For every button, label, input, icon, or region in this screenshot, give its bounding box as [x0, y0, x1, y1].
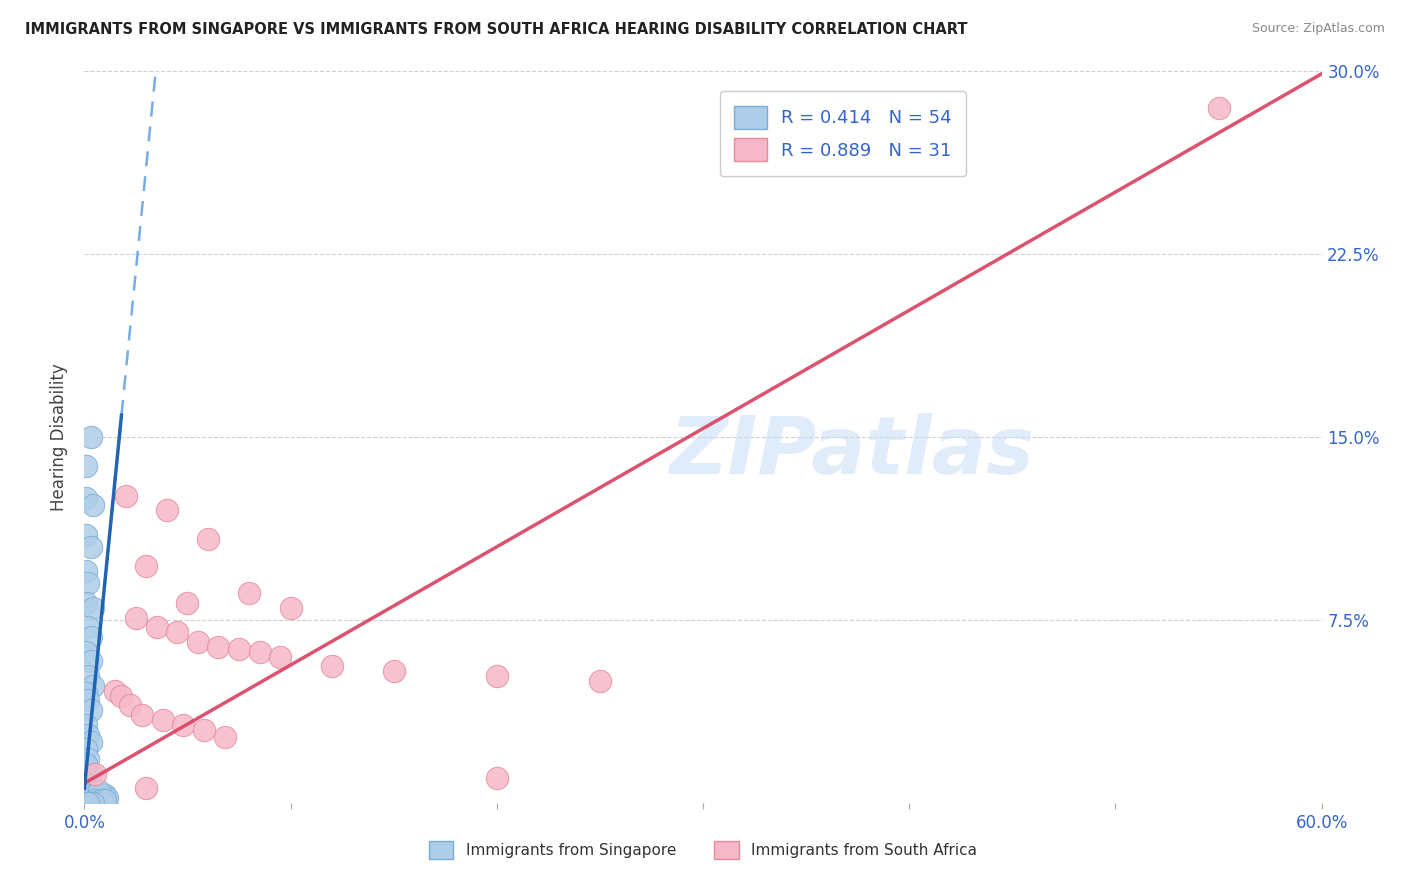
Point — [73, 793, 96, 807]
Point — [82, 793, 104, 807]
Point — [485, 772, 508, 786]
Point — [152, 713, 174, 727]
Point — [77, 620, 100, 634]
Point — [172, 718, 194, 732]
Point — [1208, 101, 1230, 115]
Point — [83, 793, 105, 807]
Point — [187, 635, 209, 649]
Y-axis label: Hearing Disability: Hearing Disability — [51, 363, 69, 511]
Point — [79, 540, 101, 554]
Point — [114, 489, 136, 503]
Point — [485, 669, 508, 683]
Point — [82, 796, 104, 810]
Point — [87, 786, 110, 800]
Point — [77, 781, 100, 796]
Point — [82, 600, 104, 615]
Point — [79, 430, 101, 444]
Point — [214, 730, 236, 744]
Point — [77, 693, 100, 707]
Point — [280, 600, 302, 615]
Point — [75, 742, 97, 756]
Point — [145, 620, 167, 634]
Point — [94, 793, 117, 807]
Point — [125, 610, 148, 624]
Legend: Immigrants from Singapore, Immigrants from South Africa: Immigrants from Singapore, Immigrants fr… — [423, 835, 983, 864]
Point — [96, 791, 118, 805]
Point — [86, 791, 108, 805]
Text: ZIPatlas: ZIPatlas — [669, 413, 1033, 491]
Point — [131, 708, 153, 723]
Point — [77, 576, 100, 591]
Text: Source: ZipAtlas.com: Source: ZipAtlas.com — [1251, 22, 1385, 36]
Point — [90, 793, 112, 807]
Point — [197, 533, 219, 547]
Point — [75, 718, 97, 732]
Point — [110, 689, 132, 703]
Point — [77, 727, 100, 741]
Point — [75, 527, 97, 541]
Point — [79, 654, 101, 668]
Point — [91, 796, 114, 810]
Point — [77, 789, 100, 803]
Point — [91, 791, 114, 805]
Point — [75, 776, 97, 790]
Point — [73, 796, 96, 810]
Point — [77, 791, 100, 805]
Point — [79, 791, 101, 805]
Point — [75, 796, 97, 810]
Point — [75, 786, 97, 800]
Point — [94, 789, 117, 803]
Point — [249, 645, 271, 659]
Point — [83, 789, 105, 803]
Point — [83, 766, 105, 780]
Point — [79, 766, 101, 780]
Text: IMMIGRANTS FROM SINGAPORE VS IMMIGRANTS FROM SOUTH AFRICA HEARING DISABILITY COR: IMMIGRANTS FROM SINGAPORE VS IMMIGRANTS … — [25, 22, 967, 37]
Point — [269, 649, 291, 664]
Point — [75, 596, 97, 610]
Point — [79, 735, 101, 749]
Point — [77, 669, 100, 683]
Point — [86, 796, 108, 810]
Point — [75, 759, 97, 773]
Point — [589, 673, 612, 688]
Point — [193, 723, 215, 737]
Point — [79, 703, 101, 717]
Point — [176, 596, 198, 610]
Point — [207, 640, 229, 654]
Point — [228, 642, 250, 657]
Point — [79, 630, 101, 644]
Point — [77, 796, 100, 810]
Point — [321, 659, 343, 673]
Point — [87, 783, 110, 797]
Point — [382, 664, 405, 678]
Point — [166, 625, 188, 640]
Point — [75, 793, 97, 807]
Point — [135, 781, 157, 796]
Point — [75, 645, 97, 659]
Point — [118, 698, 141, 713]
Point — [156, 503, 179, 517]
Point — [90, 789, 112, 803]
Point — [75, 756, 97, 771]
Point — [82, 499, 104, 513]
Point — [238, 586, 260, 600]
Point — [75, 491, 97, 505]
Point — [135, 559, 157, 574]
Point — [77, 752, 100, 766]
Point — [75, 686, 97, 700]
Point — [75, 459, 97, 474]
Point — [79, 796, 101, 810]
Point — [75, 564, 97, 578]
Point — [104, 683, 127, 698]
Point — [82, 679, 104, 693]
